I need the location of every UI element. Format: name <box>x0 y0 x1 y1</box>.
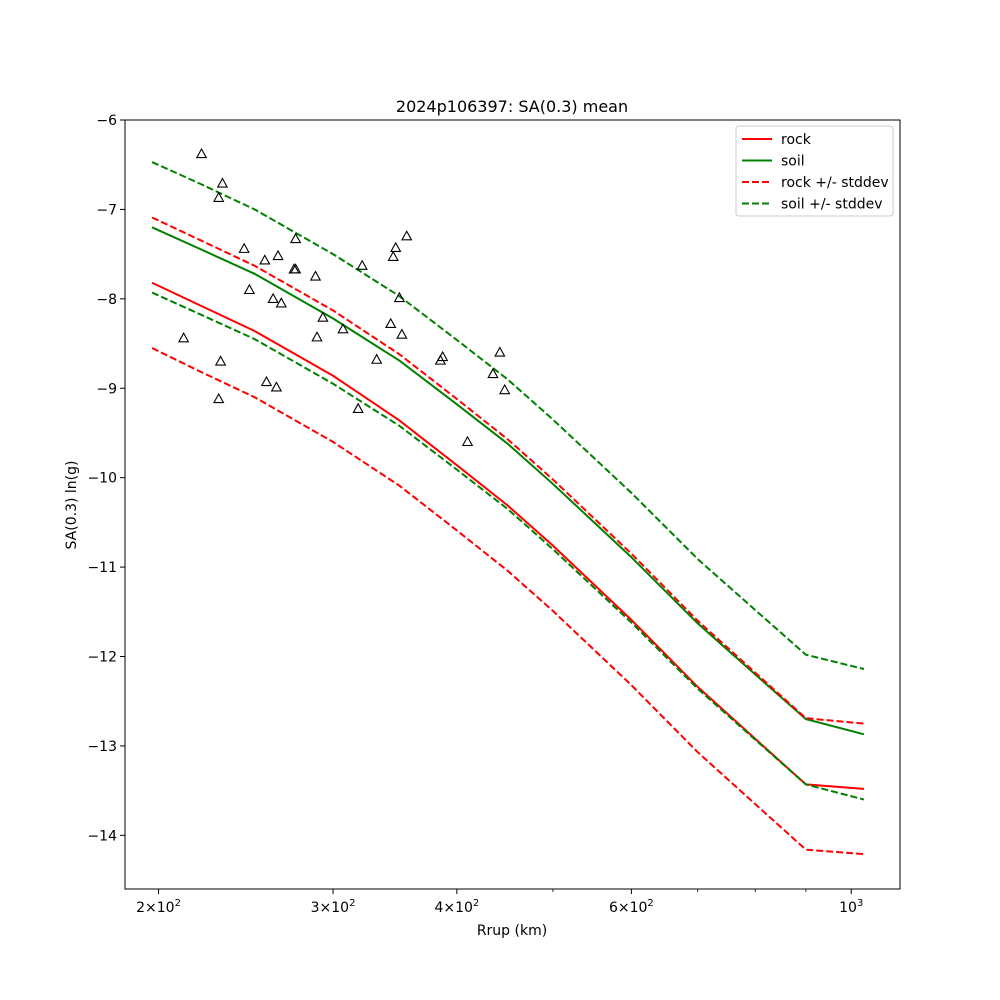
y-axis-label: SA(0.3) ln(g) <box>64 461 80 550</box>
observation-point <box>267 292 279 303</box>
y-tick-label: −10 <box>87 471 117 487</box>
observation-point <box>177 332 190 343</box>
legend-label: soil +/- stddev <box>781 197 883 213</box>
legend-label: soil <box>781 154 805 170</box>
series-line-soil-1 <box>151 226 865 736</box>
observation-point <box>311 331 323 342</box>
observation-point <box>387 250 399 261</box>
observation-point <box>337 323 349 334</box>
x-tick-label: 3×102 <box>311 898 356 916</box>
observation-point <box>352 402 364 413</box>
observation-point <box>390 241 402 253</box>
plot-area <box>151 147 865 856</box>
axes-frame <box>124 119 901 890</box>
observation-point <box>275 297 287 308</box>
observation-point <box>370 353 383 364</box>
y-tick-label: −6 <box>96 113 117 129</box>
observation-point <box>317 311 329 322</box>
observation-point <box>309 270 322 281</box>
y-tick-label: −13 <box>87 739 117 755</box>
series-line-soil-stddev-4 <box>151 161 865 671</box>
x-tick-label: 6×102 <box>609 898 654 916</box>
observation-point <box>272 249 284 261</box>
y-tick-label: −12 <box>87 650 117 666</box>
y-tick-label: −9 <box>96 381 117 397</box>
series-line-rock-stddev-2 <box>151 216 865 725</box>
x-tick-label: 2×102 <box>136 898 181 916</box>
legend-label: rock +/- stddev <box>781 175 889 191</box>
chart-title: 2024p106397: SA(0.3) mean <box>396 97 628 116</box>
observation-point <box>494 346 506 357</box>
observation-point <box>213 392 225 404</box>
observation-point <box>213 191 225 202</box>
legend: rock soil rock +/- stddev soil +/- stddev <box>735 125 894 217</box>
observation-point <box>259 254 271 265</box>
observation-point <box>270 381 283 392</box>
observation-point <box>385 317 397 329</box>
legend-box <box>735 125 894 217</box>
observation-point <box>243 283 256 295</box>
y-tick-label: −7 <box>96 202 117 218</box>
legend-label: rock <box>781 132 812 148</box>
observation-point <box>260 375 273 387</box>
series-line-soil-stddev-5 <box>151 291 865 801</box>
observation-point <box>356 259 368 270</box>
observation-point <box>436 350 449 362</box>
x-axis-label: Rrup (km) <box>477 923 547 939</box>
series-line-rock-stddev-3 <box>151 347 865 856</box>
observation-point <box>195 147 208 159</box>
observation-point <box>289 232 302 244</box>
observation-point <box>214 355 227 366</box>
observation-point <box>461 435 474 447</box>
observation-point <box>401 230 413 241</box>
observation-point <box>499 383 511 395</box>
observation-point <box>393 291 406 303</box>
observation-point <box>487 367 499 379</box>
observation-point <box>396 328 408 339</box>
x-tick-label: 4×102 <box>434 898 479 916</box>
y-tick-label: −14 <box>87 828 117 844</box>
observation-point <box>216 177 229 188</box>
observation-point <box>238 242 250 253</box>
y-tick-label: −11 <box>87 560 117 576</box>
observation-point <box>289 263 302 274</box>
y-tick-label: −8 <box>96 292 117 308</box>
